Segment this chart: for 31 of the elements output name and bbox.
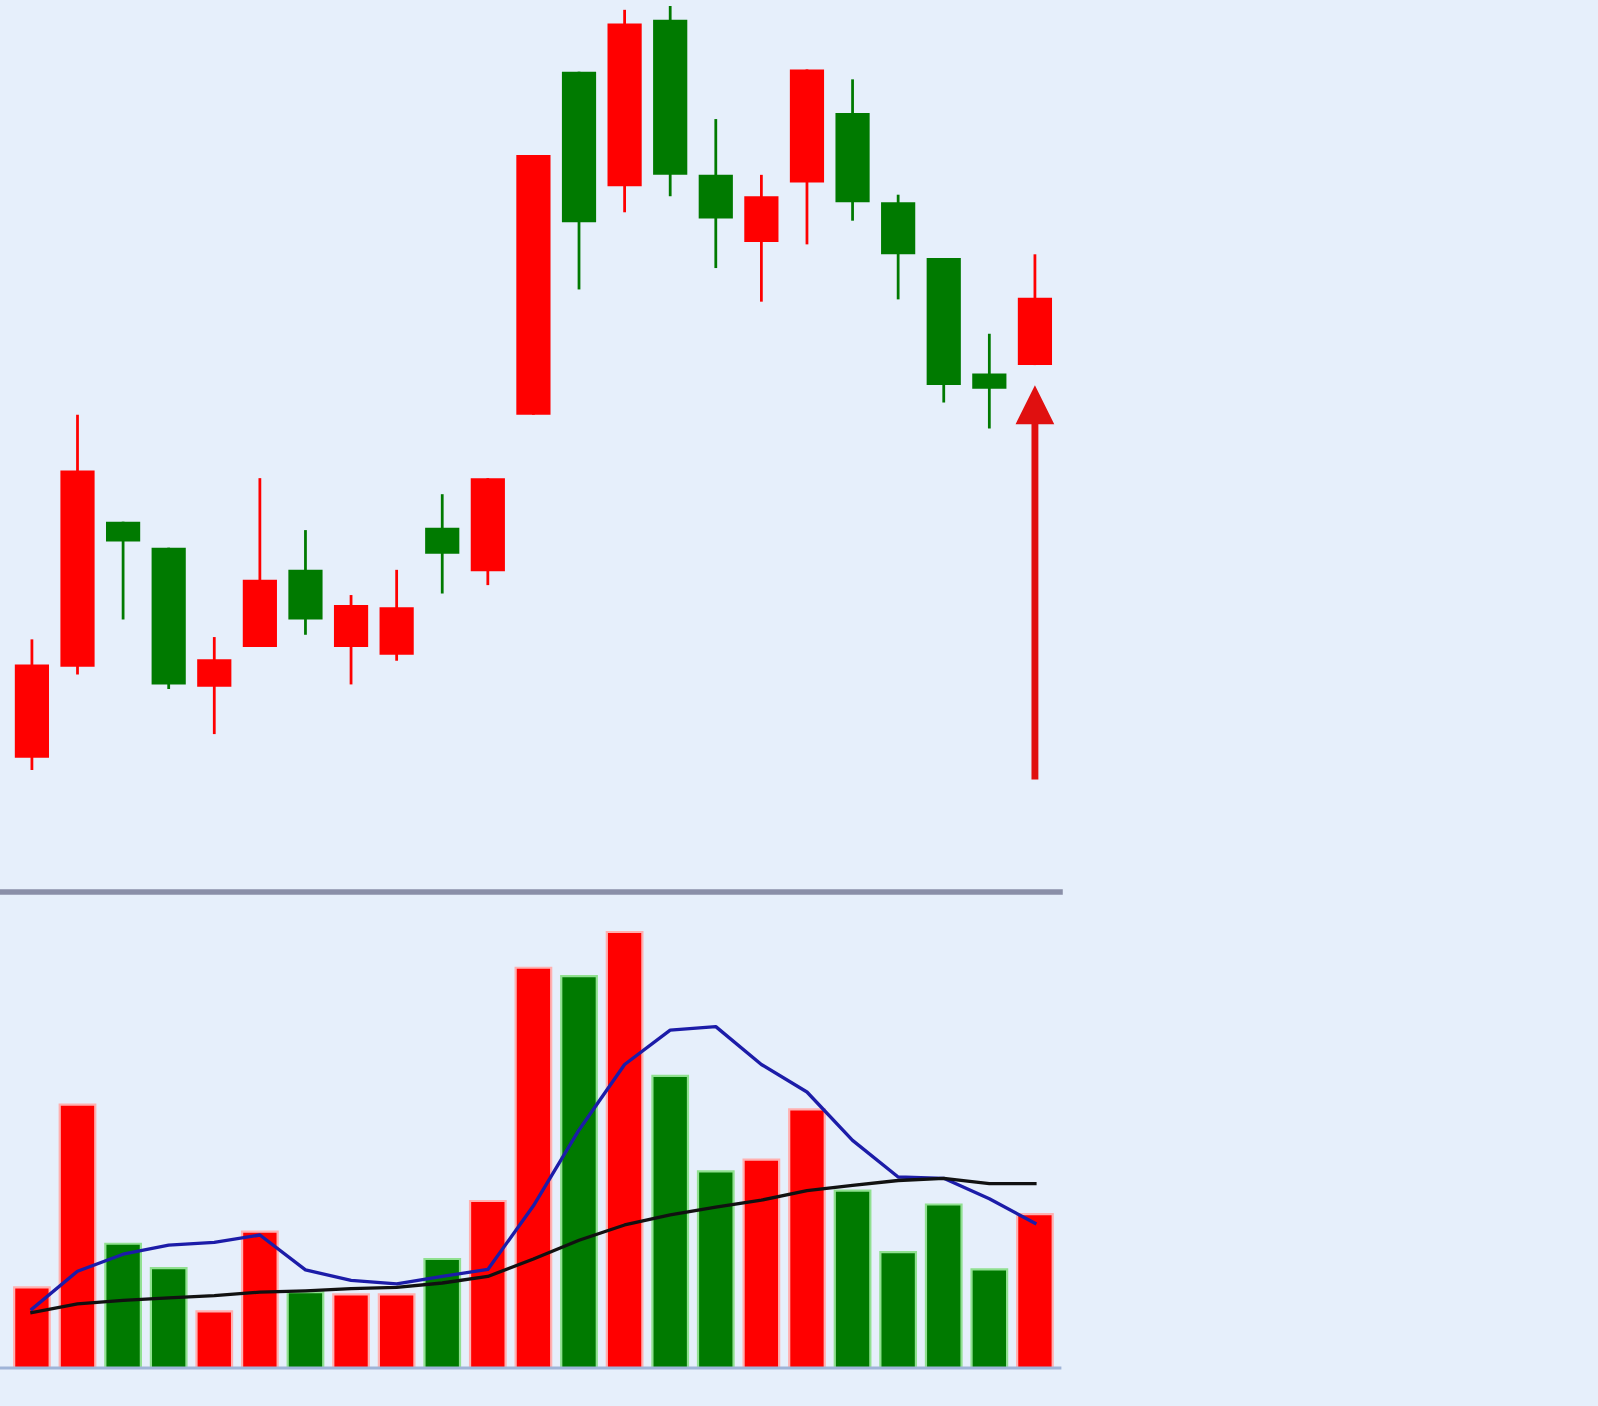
candlestick [379,568,414,663]
bar [514,966,553,1368]
bar [58,1103,97,1368]
bar [149,1267,188,1368]
bar [833,1189,872,1368]
candlestick [197,635,232,736]
bar [696,1170,735,1368]
bar [195,1310,234,1368]
bar [605,930,644,1368]
candlestick [698,117,733,270]
candlestick [333,593,369,686]
bar [924,1203,963,1368]
candlestick [106,520,141,621]
bar [560,974,598,1368]
bar [468,1199,507,1368]
bar [13,1286,51,1368]
bar [651,1074,690,1368]
bar [1016,1212,1054,1368]
bar [240,1230,279,1368]
bar [104,1242,142,1368]
bar [970,1268,1009,1368]
bar [788,1108,826,1368]
bar [377,1293,416,1368]
bar [423,1257,462,1368]
bar [879,1250,918,1368]
bar [286,1291,325,1368]
bar [742,1158,781,1368]
candlestick [744,173,779,304]
bar [332,1293,370,1368]
candlestick [972,332,1007,430]
candlestick [425,492,460,595]
